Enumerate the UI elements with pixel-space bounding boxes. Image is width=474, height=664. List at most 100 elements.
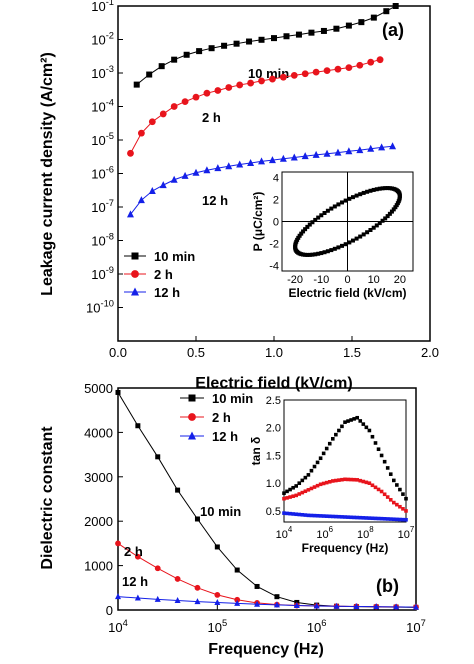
inset-loop-point-a xyxy=(305,252,310,257)
data-point-a xyxy=(290,71,298,79)
data-point-b xyxy=(393,603,400,610)
inset-data-point-b xyxy=(398,504,402,509)
data-point-a xyxy=(345,147,353,155)
inset-data-point-b xyxy=(385,495,390,499)
x-tick-label-a: 1.5 xyxy=(343,345,361,360)
inset-data-point-b xyxy=(285,489,289,494)
y-tick-label-a: 10-3 xyxy=(91,64,114,81)
y-tick-label-a: 10-6 xyxy=(91,165,114,182)
legend-label-b: 10 min xyxy=(212,391,253,406)
data-point-a xyxy=(236,81,244,89)
inset-data-point-b xyxy=(401,492,405,496)
data-point-b xyxy=(134,594,141,601)
inset-data-point-b xyxy=(370,516,375,521)
data-point-b xyxy=(115,389,121,395)
inset-data-point-b xyxy=(343,515,347,519)
inset-loop-point-a xyxy=(365,230,370,235)
inset-data-point-b xyxy=(309,486,314,491)
inset-data-point-b xyxy=(315,513,320,518)
data-point-b xyxy=(214,592,221,598)
data-point-b xyxy=(274,594,280,600)
data-point-a xyxy=(258,36,265,43)
y-tick-label-a-base: 10 xyxy=(91,0,105,14)
data-point-a xyxy=(370,14,377,21)
data-point-a xyxy=(138,129,145,137)
y-tick-label-a-exp: -4 xyxy=(106,98,114,108)
x-tick-label-b-base: 10 xyxy=(307,620,321,635)
data-point-a xyxy=(203,89,211,97)
inset-data-point-b xyxy=(361,479,366,484)
inset-data-point-b xyxy=(327,441,332,446)
data-point-a xyxy=(376,56,384,64)
inset-data-point-b xyxy=(285,496,289,500)
data-point-b xyxy=(175,487,181,493)
inset-loop-point-a xyxy=(332,246,337,251)
data-point-a xyxy=(301,70,309,78)
inset-data-point-b xyxy=(312,485,317,489)
inset-loop-point-a xyxy=(393,205,398,210)
inset-x-tick-b: 107 xyxy=(398,525,415,541)
inset-loop-point-a xyxy=(301,252,306,257)
inset-data-point-b xyxy=(303,489,308,494)
data-point-a xyxy=(279,73,287,81)
inset-data-point-b xyxy=(349,477,353,482)
x-tick-label-a: 0.5 xyxy=(187,345,205,360)
y-tick-label-a: 10-7 xyxy=(91,198,114,215)
inset-data-point-b xyxy=(395,483,399,487)
y-tick-label-a: 10-10 xyxy=(86,299,114,316)
inset-y-tick-a: -2 xyxy=(269,239,279,251)
data-point-a xyxy=(214,164,222,172)
inset-data-point-b xyxy=(398,517,402,522)
x-tick-label-b: 106 xyxy=(307,618,327,635)
inset-data-point-b xyxy=(315,460,320,465)
data-point-a xyxy=(312,150,320,158)
data-point-b xyxy=(293,602,300,609)
inset-loop-point-a xyxy=(380,218,385,223)
inset-loop-point-a xyxy=(358,192,363,197)
data-point-b xyxy=(174,596,181,603)
y-tick-label-a-base: 10 xyxy=(91,133,105,148)
inset-data-point-b xyxy=(297,492,302,496)
inset-x-tick-b-exp: 6 xyxy=(329,525,334,534)
inset-data-point-b xyxy=(367,481,372,485)
inset-y-tick-b: 1.0 xyxy=(266,478,281,490)
inset-loop-point-a xyxy=(347,196,352,201)
inset-data-point-b xyxy=(370,434,375,439)
inset-loop-point-a xyxy=(322,210,327,215)
inset-data-point-b xyxy=(340,424,344,429)
inset-data-point-b xyxy=(385,466,390,470)
curve-label-b: 12 h xyxy=(122,574,148,589)
inset-y-tick-a: -4 xyxy=(269,261,279,273)
x-tick-label-b-base: 10 xyxy=(108,620,122,635)
panel-b: (b) Frequency (Hz) Dielectric constant 1… xyxy=(39,381,426,658)
inset-x-tick-b: 106 xyxy=(316,525,333,541)
data-point-a xyxy=(158,63,165,70)
data-point-a xyxy=(258,77,265,85)
data-point-a xyxy=(246,38,253,45)
curve-label-a: 2 h xyxy=(202,110,221,125)
data-point-a xyxy=(356,146,364,154)
data-point-a xyxy=(171,56,178,63)
data-point-a xyxy=(392,3,399,9)
series-line-a xyxy=(136,5,396,86)
y-tick-label-a-exp: -3 xyxy=(106,64,114,74)
x-tick-label-b: 107 xyxy=(406,618,426,635)
inset-loop-point-a xyxy=(350,195,355,200)
data-point-a xyxy=(181,171,189,179)
inset-x-tick-b-base: 10 xyxy=(316,529,328,541)
inset-data-point-b xyxy=(352,417,356,421)
inset-loop-point-a xyxy=(389,186,394,191)
data-point-b xyxy=(254,583,260,589)
data-point-a xyxy=(356,61,364,69)
data-point-a xyxy=(383,8,390,15)
inset-loop-point-a xyxy=(322,250,327,255)
inset-data-point-b xyxy=(340,477,344,482)
x-tick-label-b-base: 10 xyxy=(406,620,420,635)
inset-data-point-b xyxy=(392,478,396,483)
inset-loop-point-a xyxy=(319,251,324,256)
inset-data-point-b xyxy=(294,484,298,488)
data-point-b xyxy=(194,598,201,605)
data-point-b xyxy=(134,553,141,560)
data-point-b xyxy=(194,584,201,591)
